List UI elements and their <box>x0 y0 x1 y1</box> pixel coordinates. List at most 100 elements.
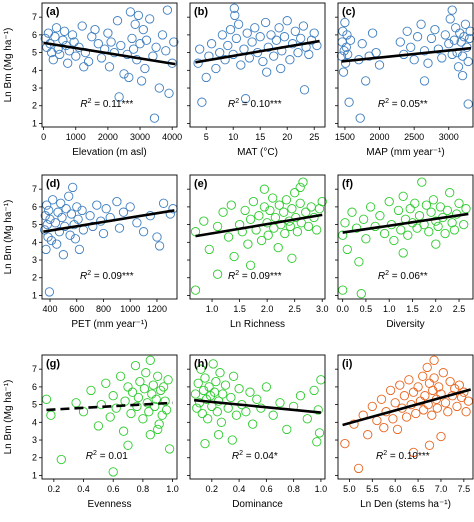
data-point <box>231 410 242 420</box>
data-point <box>245 387 255 397</box>
data-point <box>118 207 129 217</box>
data-point <box>312 437 322 447</box>
data-point <box>258 56 268 67</box>
data-point <box>276 63 286 74</box>
x-tick-label: 7.0 <box>435 484 448 494</box>
data-point <box>268 193 278 203</box>
data-point <box>406 42 416 52</box>
x-tick-label: 0 <box>41 132 46 142</box>
data-point <box>293 47 303 58</box>
data-point <box>247 37 257 47</box>
data-point <box>461 407 471 417</box>
data-point <box>58 35 68 45</box>
data-point <box>41 244 51 255</box>
data-point <box>236 60 246 70</box>
x-tick-label: 1500 <box>335 132 355 142</box>
data-point <box>71 398 81 408</box>
data-point <box>230 10 240 21</box>
y-tick-label: 3 <box>32 255 37 265</box>
data-point <box>280 228 290 239</box>
data-point <box>158 198 169 208</box>
x-tick-label: 1200 <box>147 304 167 314</box>
data-point <box>361 234 371 244</box>
y-tick-label: 7 <box>32 12 37 22</box>
data-point <box>196 364 206 374</box>
data-point <box>460 19 471 29</box>
data-point <box>160 396 170 406</box>
data-point <box>410 198 420 208</box>
data-point <box>135 376 145 387</box>
y-tick-label: 5 <box>32 400 37 410</box>
x-tick-label: 1000 <box>120 304 140 314</box>
data-point <box>114 92 124 102</box>
data-point <box>115 371 126 381</box>
data-point <box>428 195 439 205</box>
data-point <box>123 440 133 450</box>
data-point <box>48 55 58 65</box>
data-point <box>98 228 109 239</box>
data-point <box>416 19 426 29</box>
data-point <box>190 285 201 295</box>
data-point <box>46 410 56 420</box>
data-point <box>365 202 376 212</box>
data-point <box>285 55 295 65</box>
data-point <box>413 382 423 392</box>
data-point <box>393 205 404 216</box>
data-point <box>77 205 87 216</box>
r2-annotation: R2 = 0.10*** <box>376 450 430 462</box>
x-tick-label: 1000 <box>66 132 86 142</box>
y-tick-label: 7 <box>32 364 37 374</box>
data-point <box>43 232 53 242</box>
data-point <box>206 39 217 49</box>
x-tick-label: 0.0 <box>336 304 349 314</box>
x-axis-label: Evenness <box>88 499 132 510</box>
data-point <box>367 28 378 38</box>
r2-annotation: R2 = 0.05** <box>378 98 428 110</box>
data-point <box>197 97 207 107</box>
data-point <box>433 44 444 54</box>
data-point <box>281 195 292 205</box>
data-point <box>263 42 273 52</box>
data-point <box>93 421 104 431</box>
data-point <box>52 239 62 249</box>
data-point <box>46 235 57 246</box>
data-point <box>338 285 348 295</box>
data-point <box>426 207 436 217</box>
panel-g: 1 2 3 4 5 6 7 0.2 0.4 0.6 0.8 1.0 (g) R2 = 0.01 Evenne… <box>3 354 179 510</box>
data-point <box>145 14 155 24</box>
data-point <box>204 244 214 255</box>
data-point <box>252 394 262 404</box>
data-point <box>68 182 78 193</box>
data-point <box>44 287 55 297</box>
data-point <box>254 211 264 221</box>
data-point <box>313 405 323 415</box>
data-point <box>112 196 122 207</box>
data-point <box>211 376 221 387</box>
data-point <box>390 398 400 408</box>
panel-c: 1500 2000 2500 3000 (c) R2 = 0.05** MAP (mm ye… <box>335 2 474 158</box>
data-point <box>260 17 271 28</box>
data-point <box>432 403 442 413</box>
data-point <box>56 198 66 208</box>
data-point <box>367 401 377 412</box>
data-point <box>282 424 292 435</box>
data-point <box>198 385 209 396</box>
y-tick-label: 6 <box>32 382 37 392</box>
x-tick-label: 2000 <box>370 132 390 142</box>
x-tick-label: 1.0 <box>383 304 396 314</box>
data-point <box>440 228 450 239</box>
data-point <box>145 430 155 440</box>
panel-frame <box>337 354 474 480</box>
data-point <box>141 35 152 45</box>
x-tick-label: 0.2 <box>206 484 219 494</box>
x-tick-label: 0.8 <box>137 484 150 494</box>
data-point <box>316 375 326 385</box>
data-point <box>342 30 352 40</box>
data-point <box>154 419 164 429</box>
data-point <box>422 362 432 373</box>
data-point <box>376 394 387 404</box>
data-point <box>217 30 228 40</box>
data-point <box>263 230 273 240</box>
panel-letter: (h) <box>194 358 208 370</box>
panel-letter: (d) <box>46 178 60 190</box>
